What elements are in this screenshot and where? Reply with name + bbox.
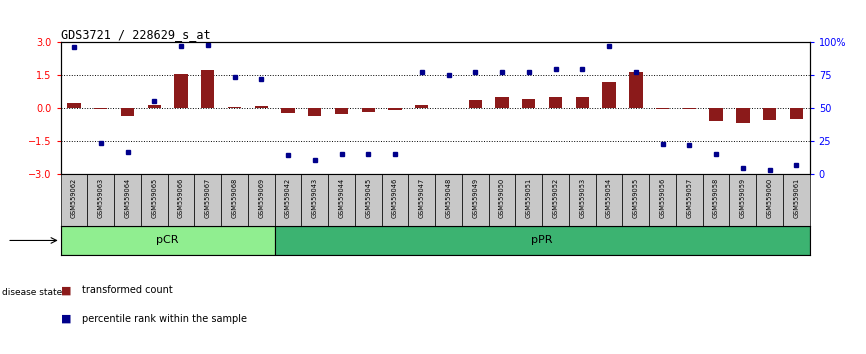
FancyBboxPatch shape — [328, 173, 355, 226]
Text: percentile rank within the sample: percentile rank within the sample — [82, 314, 248, 324]
Text: GSM559060: GSM559060 — [766, 178, 772, 218]
FancyBboxPatch shape — [783, 173, 810, 226]
FancyBboxPatch shape — [623, 173, 650, 226]
FancyBboxPatch shape — [569, 173, 596, 226]
Bar — [576, 97, 589, 108]
FancyBboxPatch shape — [141, 173, 168, 226]
Text: GSM559065: GSM559065 — [152, 178, 158, 218]
FancyBboxPatch shape — [729, 173, 756, 226]
Text: pCR: pCR — [157, 235, 179, 245]
Text: GSM559055: GSM559055 — [633, 178, 639, 218]
FancyBboxPatch shape — [275, 173, 301, 226]
Bar — [469, 101, 482, 108]
FancyBboxPatch shape — [462, 173, 488, 226]
Text: ■: ■ — [61, 285, 71, 295]
Text: GSM559067: GSM559067 — [204, 178, 210, 218]
Bar — [495, 97, 508, 108]
FancyBboxPatch shape — [87, 173, 114, 226]
Text: GSM559050: GSM559050 — [499, 178, 505, 218]
Bar — [763, 108, 776, 120]
FancyBboxPatch shape — [676, 173, 702, 226]
FancyBboxPatch shape — [702, 173, 729, 226]
FancyBboxPatch shape — [114, 173, 141, 226]
FancyBboxPatch shape — [61, 173, 87, 226]
Text: pPR: pPR — [532, 235, 553, 245]
Text: GSM559051: GSM559051 — [526, 178, 532, 218]
Text: GDS3721 / 228629_s_at: GDS3721 / 228629_s_at — [61, 28, 210, 41]
Bar — [736, 108, 749, 123]
Text: GSM559052: GSM559052 — [553, 178, 559, 218]
Text: GSM559042: GSM559042 — [285, 178, 291, 218]
Bar — [656, 108, 669, 109]
FancyBboxPatch shape — [409, 173, 436, 226]
Bar — [281, 108, 294, 114]
Text: GSM559043: GSM559043 — [312, 178, 318, 218]
Text: GSM559057: GSM559057 — [687, 178, 692, 218]
Text: transformed count: transformed count — [82, 285, 173, 295]
FancyBboxPatch shape — [221, 173, 248, 226]
Bar — [629, 72, 643, 108]
Text: GSM559048: GSM559048 — [445, 178, 451, 218]
Bar — [682, 108, 696, 109]
Text: GSM559069: GSM559069 — [258, 178, 264, 218]
Text: GSM559064: GSM559064 — [125, 178, 131, 218]
Text: GSM559044: GSM559044 — [339, 178, 345, 218]
Bar — [68, 103, 81, 108]
Bar — [308, 108, 321, 116]
Text: GSM559049: GSM559049 — [472, 178, 478, 218]
Text: GSM559058: GSM559058 — [713, 178, 719, 218]
Bar — [388, 108, 402, 110]
FancyBboxPatch shape — [515, 173, 542, 226]
FancyBboxPatch shape — [382, 173, 409, 226]
Text: GSM559059: GSM559059 — [740, 178, 746, 218]
FancyBboxPatch shape — [61, 226, 275, 255]
Bar — [201, 70, 215, 108]
FancyBboxPatch shape — [436, 173, 462, 226]
Text: GSM559063: GSM559063 — [98, 178, 104, 218]
FancyBboxPatch shape — [168, 173, 194, 226]
Bar — [174, 74, 188, 108]
FancyBboxPatch shape — [596, 173, 623, 226]
Bar — [255, 106, 268, 108]
Text: disease state: disease state — [2, 287, 62, 297]
Bar — [94, 108, 107, 109]
Bar — [228, 107, 242, 108]
Text: GSM559066: GSM559066 — [178, 178, 184, 218]
FancyBboxPatch shape — [488, 173, 515, 226]
Text: GSM559068: GSM559068 — [231, 178, 237, 218]
Text: ■: ■ — [61, 314, 71, 324]
Text: GSM559046: GSM559046 — [392, 178, 398, 218]
FancyBboxPatch shape — [275, 226, 810, 255]
Text: GSM559061: GSM559061 — [793, 178, 799, 218]
Bar — [709, 108, 723, 121]
FancyBboxPatch shape — [248, 173, 275, 226]
FancyBboxPatch shape — [301, 173, 328, 226]
Text: GSM559054: GSM559054 — [606, 178, 612, 218]
Text: GSM559045: GSM559045 — [365, 178, 372, 218]
FancyBboxPatch shape — [756, 173, 783, 226]
Bar — [790, 108, 803, 119]
Text: GSM559047: GSM559047 — [419, 178, 425, 218]
Bar — [147, 105, 161, 108]
Text: GSM559056: GSM559056 — [660, 178, 666, 218]
Bar — [603, 82, 616, 108]
Bar — [335, 108, 348, 114]
Bar — [415, 105, 429, 108]
FancyBboxPatch shape — [650, 173, 676, 226]
Text: GSM559053: GSM559053 — [579, 178, 585, 218]
Bar — [362, 108, 375, 112]
FancyBboxPatch shape — [355, 173, 382, 226]
Bar — [121, 108, 134, 116]
FancyBboxPatch shape — [542, 173, 569, 226]
Text: GSM559062: GSM559062 — [71, 178, 77, 218]
Bar — [522, 99, 535, 108]
Bar — [549, 97, 562, 108]
FancyBboxPatch shape — [194, 173, 221, 226]
